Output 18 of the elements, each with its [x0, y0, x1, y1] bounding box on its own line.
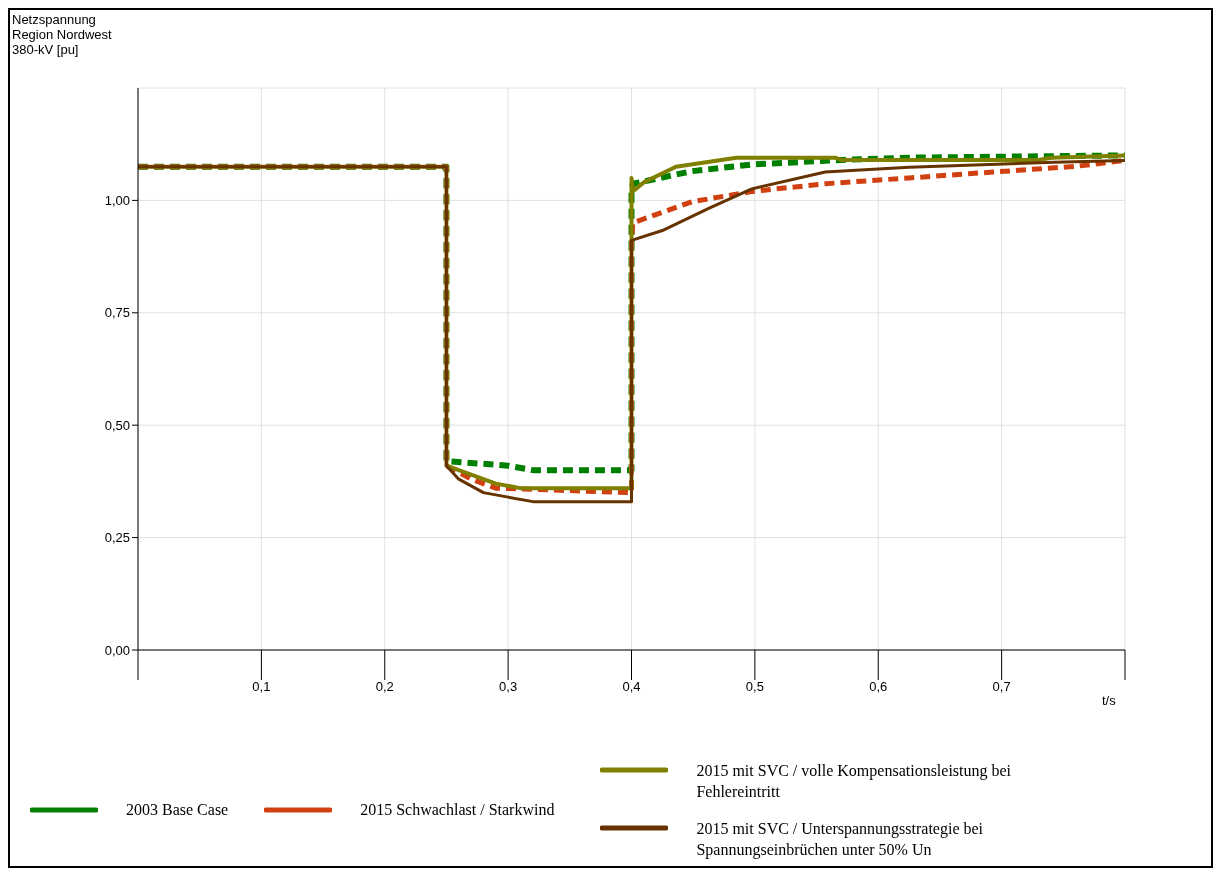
- y-axis-title: Netzspannung Region Nordwest 380-kV [pu]: [12, 12, 112, 57]
- x-tick-label: 0,2: [375, 679, 394, 695]
- legend-label: 2015 Schwachlast / Starkwind: [360, 801, 555, 819]
- x-tick-label: 0,6: [869, 679, 888, 695]
- y-tick-label: 0,50: [104, 417, 130, 433]
- y-tick-label: 0,25: [104, 530, 130, 546]
- x-tick-label: 0,1: [252, 679, 271, 695]
- legend-label: 2003 Base Case: [126, 801, 229, 819]
- x-tick-label: 0,4: [622, 679, 641, 695]
- y-tick-label: 0,00: [104, 642, 130, 658]
- y-tick-label: 1,00: [104, 193, 130, 209]
- y-tick-label: 0,75: [104, 305, 130, 321]
- legend-label: 2015 mit SVC / Unterspannungsstrategie bei Spannungseinbrüchen unter 50% Un: [696, 819, 985, 860]
- x-tick-label: 0,3: [499, 679, 518, 695]
- x-tick-label: 0,7: [992, 679, 1011, 695]
- legend-label: 2015 mit SVC / volle Kompensationsleistung bei Fehlereintritt: [696, 761, 1013, 802]
- x-axis-title: t/s: [1102, 693, 1116, 708]
- x-tick-label: 0,5: [745, 679, 764, 695]
